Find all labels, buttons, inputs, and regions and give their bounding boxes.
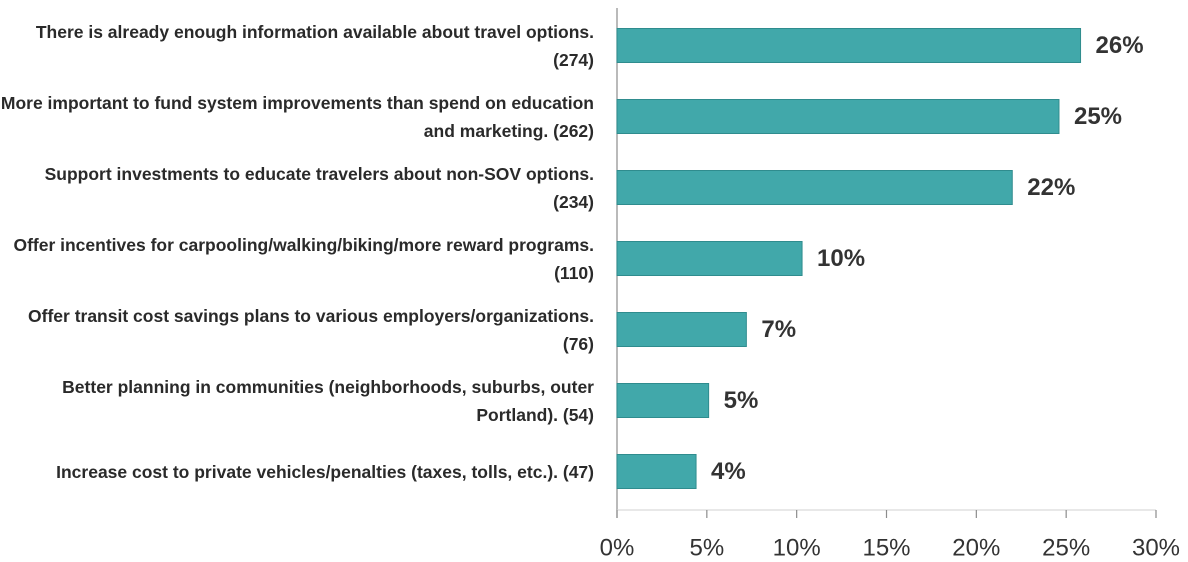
y-tick-label: Offer incentives for carpooling/walking/… (13, 234, 594, 283)
bar (616, 170, 1013, 205)
category-label-box: There is already enough information avai… (0, 10, 594, 81)
category-label-box: Offer transit cost savings plans to vari… (0, 294, 594, 365)
y-tick-label: Increase cost to private vehicles/penalt… (56, 461, 594, 482)
y-tick-label: There is already enough information avai… (35, 21, 594, 70)
data-label: 25% (1074, 103, 1122, 130)
category-label-box: Increase cost to private vehicles/penalt… (0, 436, 594, 507)
x-tick-label: 15% (862, 534, 910, 561)
x-tick-label: 5% (689, 534, 724, 561)
data-label: 7% (761, 316, 796, 343)
x-tick-label: 10% (773, 534, 821, 561)
bar (616, 454, 697, 489)
bar (616, 241, 803, 276)
x-tick-label: 20% (952, 534, 1000, 561)
data-label: 4% (711, 458, 746, 485)
category-label-box: Support investments to educate travelers… (0, 152, 594, 223)
data-label: 5% (724, 387, 759, 414)
bar (616, 312, 747, 347)
bar (616, 28, 1082, 63)
category-label-box: Better planning in communities (neighbor… (0, 365, 594, 436)
data-label: 10% (817, 245, 865, 272)
bar (616, 99, 1060, 134)
data-label: 22% (1027, 174, 1075, 201)
x-tick-label: 25% (1042, 534, 1090, 561)
bar (616, 383, 710, 418)
y-tick-label: Support investments to educate travelers… (44, 163, 594, 212)
category-label-box: More important to fund system improvemen… (0, 81, 594, 152)
y-tick-label: Offer transit cost savings plans to vari… (28, 305, 594, 354)
x-tick-label: 30% (1132, 534, 1180, 561)
category-label-box: Offer incentives for carpooling/walking/… (0, 223, 594, 294)
x-tick-label: 0% (600, 534, 635, 561)
data-label: 26% (1096, 32, 1144, 59)
y-tick-label: More important to fund system improvemen… (0, 92, 594, 141)
y-tick-label: Better planning in communities (neighbor… (62, 376, 594, 425)
